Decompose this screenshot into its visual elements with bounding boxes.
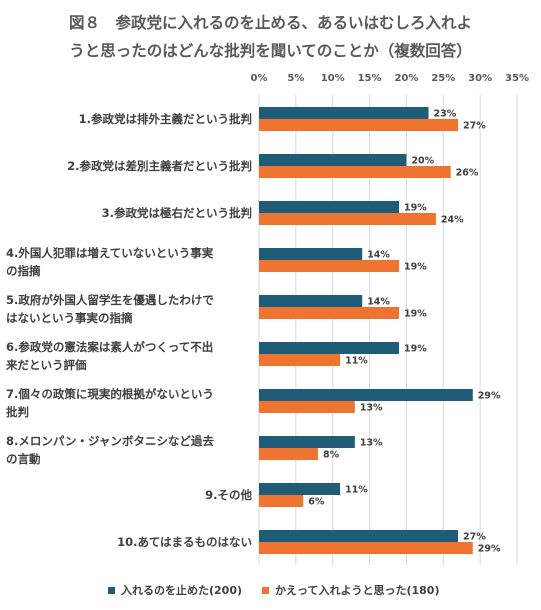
bar-series-2-cat-1 xyxy=(259,119,459,131)
data-label-series-1-cat-4: 14% xyxy=(367,250,390,261)
bar-series-1-cat-2 xyxy=(259,154,407,166)
category-label-6-line-1: 6.参政党の憲法案は素人がつくって不出 xyxy=(6,340,214,354)
x-tick-label-0: 0% xyxy=(251,73,268,84)
legend-swatch-series-1 xyxy=(108,586,115,594)
category-label-3-line-1: 3.参政党は極右だという批判 xyxy=(101,206,252,220)
chart-title-line-2: うと思ったのはどんな批判を聞いてのことか（複数回答） xyxy=(69,42,472,60)
category-label-7-line-1: 7.個々の政策に現実的根拠がないという xyxy=(6,387,214,401)
category-label-2-line-1: 2.参政党は差別主義者だという批判 xyxy=(67,159,252,173)
bar-series-1-cat-3 xyxy=(259,201,400,213)
data-label-series-2-cat-5: 19% xyxy=(404,309,427,320)
data-label-series-1-cat-1: 23% xyxy=(434,109,457,120)
data-label-series-1-cat-9: 11% xyxy=(345,485,368,496)
bar-series-2-cat-5 xyxy=(259,307,400,319)
bar-series-1-cat-10 xyxy=(259,530,459,542)
bar-series-1-cat-7 xyxy=(259,389,473,401)
data-label-series-2-cat-10: 29% xyxy=(478,544,501,555)
bar-series-2-cat-9 xyxy=(259,495,304,507)
category-label-2: 2.参政党は差別主義者だという批判 xyxy=(6,157,252,175)
chart-title-line-1: 図８ 参政党に入れるのを止める、あるいはむしろ入れよ xyxy=(68,14,472,32)
category-label-4: 4.外国人犯罪は増えていないという事実 の指摘 xyxy=(6,244,256,280)
data-label-series-1-cat-2: 20% xyxy=(411,156,434,167)
bar-series-2-cat-4 xyxy=(259,260,400,272)
category-label-10-line-1: 10.あてはまるものはない xyxy=(117,535,252,549)
category-label-7-line-2: 批判 xyxy=(6,405,29,419)
category-label-6: 6.参政党の憲法案は素人がつくって不出 来だという評価 xyxy=(6,338,256,374)
legend-label-series-2: かえって入れようと思った(180) xyxy=(275,584,440,597)
x-tick-label-1: 5% xyxy=(287,73,304,84)
data-label-series-2-cat-9: 6% xyxy=(308,497,325,508)
bar-series-1-cat-5 xyxy=(259,295,363,307)
x-tick-label-5: 25% xyxy=(431,73,455,84)
bar-series-2-cat-8 xyxy=(259,448,318,460)
category-label-8: 8.メロンパン・ジャンボタニシなど過去 の言動 xyxy=(6,432,256,468)
category-label-6-line-2: 来だという評価 xyxy=(6,358,87,372)
category-label-4-line-2: の指摘 xyxy=(6,264,41,278)
data-label-series-2-cat-3: 24% xyxy=(441,215,464,226)
x-tick-label-2: 10% xyxy=(321,73,345,84)
x-tick-label-3: 15% xyxy=(358,73,382,84)
legend-item-series-2: かえって入れようと思った(180) xyxy=(262,582,439,598)
bar-series-2-cat-3 xyxy=(259,213,436,225)
legend-label-series-1: 入れるのを止めた(200) xyxy=(121,584,243,597)
category-label-3: 3.参政党は極右だという批判 xyxy=(6,204,252,222)
bar-series-1-cat-1 xyxy=(259,107,429,119)
category-label-8-line-2: の言動 xyxy=(6,452,41,466)
category-label-7: 7.個々の政策に現実的根拠がないという 批判 xyxy=(6,385,256,421)
bar-series-2-cat-2 xyxy=(259,166,451,178)
category-label-5-line-1: 5.政府が外国人留学生を優遇したわけで xyxy=(6,293,214,307)
category-label-4-line-1: 4.外国人犯罪は増えていないという事実 xyxy=(6,246,214,260)
data-label-series-1-cat-8: 13% xyxy=(360,438,383,449)
bar-series-2-cat-10 xyxy=(259,542,473,554)
legend-swatch-series-2 xyxy=(262,586,269,594)
category-label-5: 5.政府が外国人留学生を優遇したわけで はないという事実の指摘 xyxy=(6,291,256,327)
bar-series-1-cat-9 xyxy=(259,483,341,495)
data-label-series-2-cat-8: 8% xyxy=(323,450,340,461)
category-label-10: 10.あてはまるものはない xyxy=(6,533,252,551)
x-tick-label-4: 20% xyxy=(394,73,418,84)
data-label-series-1-cat-10: 27% xyxy=(463,532,486,543)
data-label-series-2-cat-6: 11% xyxy=(345,356,368,367)
data-label-series-1-cat-7: 29% xyxy=(478,391,501,402)
bar-series-1-cat-4 xyxy=(259,248,363,260)
data-label-series-1-cat-5: 14% xyxy=(367,297,390,308)
category-label-5-line-2: はないという事実の指摘 xyxy=(6,311,133,325)
x-tick-label-7: 35% xyxy=(505,73,529,84)
data-label-series-2-cat-4: 19% xyxy=(404,262,427,273)
legend-item-series-1: 入れるのを止めた(200) xyxy=(108,582,242,598)
bar-series-2-cat-7 xyxy=(259,401,355,413)
data-label-series-1-cat-3: 19% xyxy=(404,203,427,214)
category-label-1: 1.参政党は排外主義だという批判 xyxy=(6,110,252,128)
data-label-series-2-cat-2: 26% xyxy=(456,168,479,179)
category-label-1-line-1: 1.参政党は排外主義だという批判 xyxy=(78,112,252,126)
x-tick-label-6: 30% xyxy=(468,73,492,84)
bar-series-1-cat-8 xyxy=(259,436,355,448)
category-label-9-line-1: 9.その他 xyxy=(205,488,252,502)
bar-series-1-cat-6 xyxy=(259,342,400,354)
data-label-series-2-cat-7: 13% xyxy=(360,403,383,414)
category-label-8-line-1: 8.メロンパン・ジャンボタニシなど過去 xyxy=(6,434,214,448)
data-label-series-1-cat-6: 19% xyxy=(404,344,427,355)
bar-series-2-cat-6 xyxy=(259,354,341,366)
data-label-series-2-cat-1: 27% xyxy=(463,121,486,132)
category-label-9: 9.その他 xyxy=(6,486,252,504)
